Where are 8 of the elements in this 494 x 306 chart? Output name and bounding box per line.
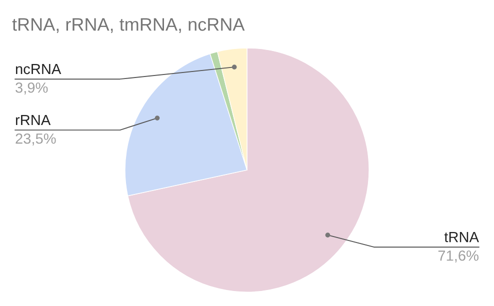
data-label: 71,6% (438, 250, 478, 263)
slice-label: tRNA (444, 232, 479, 242)
data-label: 3,9% (16, 82, 48, 95)
chart-title: tRNA, rRNA, tmRNA, ncRNA (12, 18, 245, 33)
data-label: 23,5% (16, 133, 56, 146)
pie-slice (127, 48, 370, 292)
slice-label: ncRNA (16, 64, 62, 74)
slice-label: rRNA (16, 114, 51, 126)
